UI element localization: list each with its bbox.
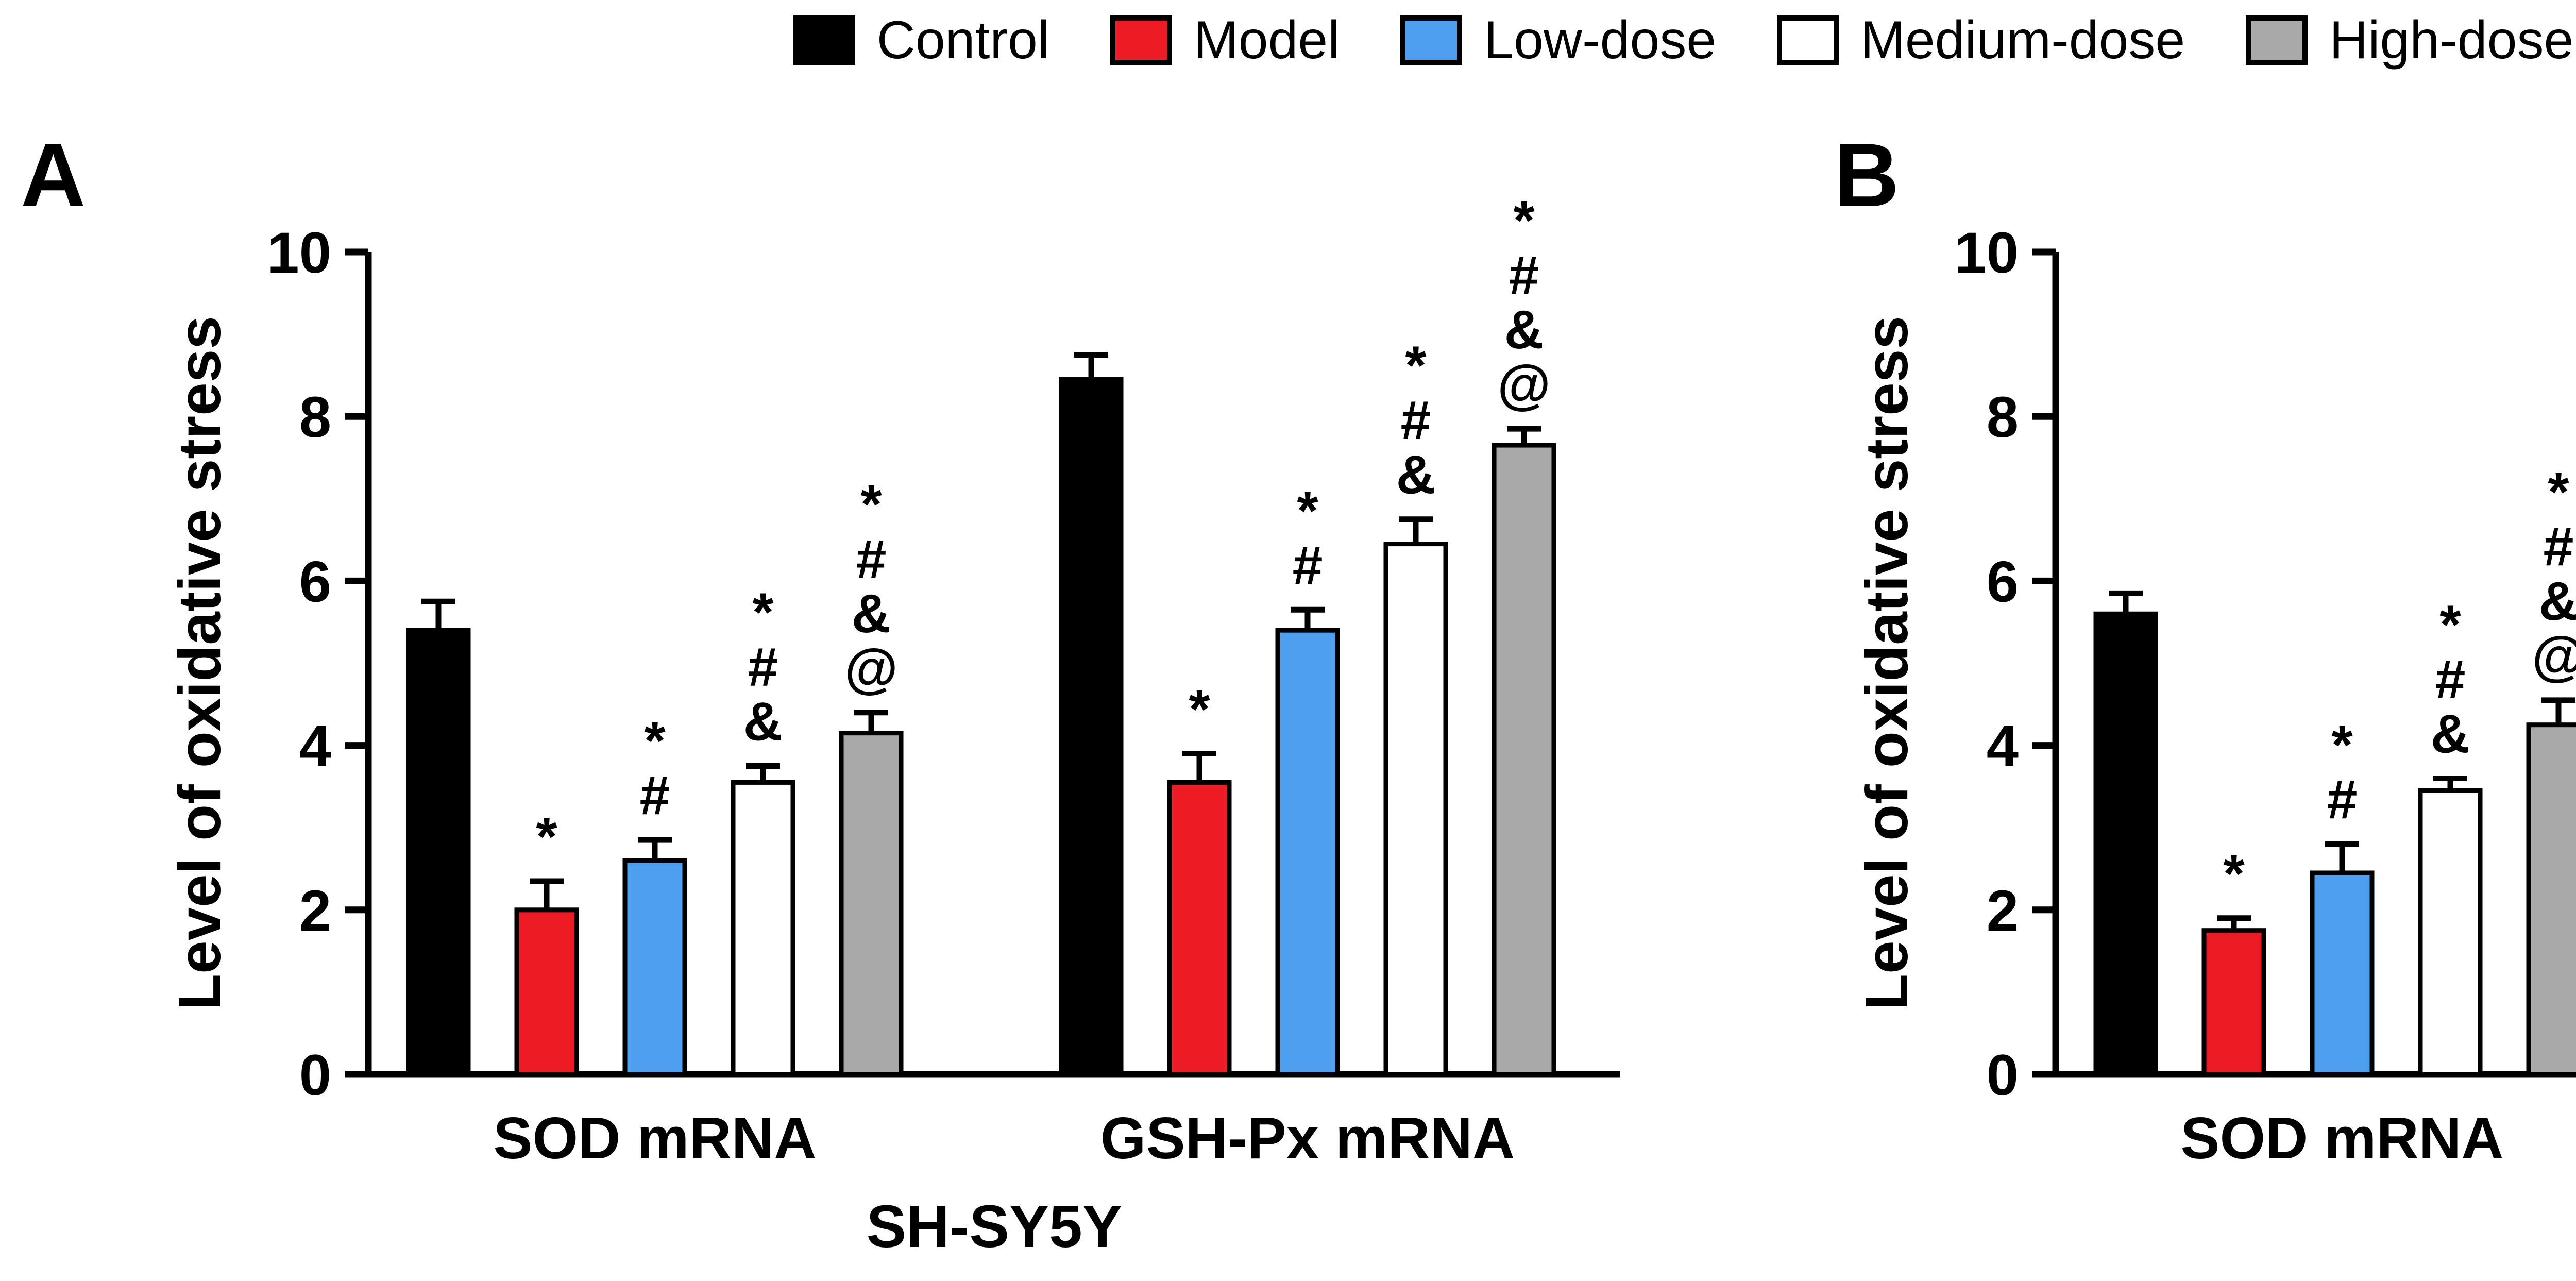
- significance-marker: &: [743, 692, 783, 752]
- y-tick-label: 8: [299, 385, 331, 449]
- significance-marker: &: [2539, 571, 2576, 632]
- bar-high-dose-0: [2526, 722, 2576, 1077]
- bar-model-0: [514, 907, 579, 1077]
- legend-label: Control: [876, 10, 1049, 70]
- y-tick-label: 0: [1987, 1043, 2019, 1107]
- significance-marker: *: [2331, 715, 2353, 776]
- significance-marker: *: [1189, 679, 1210, 740]
- y-tick-label: 4: [299, 714, 331, 779]
- legend-item-model: Model: [1110, 13, 1340, 67]
- bar-control-1: [1059, 377, 1124, 1077]
- significance-marker: @: [1497, 354, 1550, 415]
- y-tick-label: 6: [1987, 549, 2019, 614]
- y-tick-label: 10: [267, 221, 331, 285]
- legend-swatch-icon: [1400, 15, 1463, 65]
- bar-medium-dose-1: [1383, 542, 1448, 1077]
- legend-swatch-icon: [1110, 15, 1172, 65]
- bar-low-dose-1: [1275, 628, 1340, 1077]
- significance-marker: *: [2439, 594, 2461, 655]
- y-axis-title: Level of oxidative stress: [1853, 316, 1920, 1010]
- significance-marker: &: [2431, 703, 2470, 764]
- legend-item-low-dose: Low-dose: [1400, 13, 1716, 67]
- y-tick-label: 2: [299, 879, 331, 943]
- significance-marker: &: [852, 583, 891, 644]
- bar-model-0: [2201, 928, 2266, 1077]
- significance-marker: *: [1513, 190, 1535, 251]
- y-tick-label: 10: [1954, 221, 2019, 285]
- bar-medium-dose-0: [731, 780, 795, 1077]
- significance-marker: *: [752, 582, 774, 643]
- significance-marker: *: [536, 806, 557, 867]
- legend: Control Model Low-dose Medium-dose High-dose: [0, 13, 2576, 67]
- category-label: SOD mRNA: [2180, 1106, 2503, 1171]
- y-axis-title: Level of oxidative stress: [166, 316, 233, 1010]
- legend-swatch-icon: [1777, 15, 1839, 65]
- category-label: GSH-Px mRNA: [1100, 1106, 1515, 1171]
- significance-marker: *: [860, 474, 882, 535]
- bar-high-dose-1: [1492, 443, 1556, 1077]
- significance-marker: *: [2548, 462, 2569, 522]
- legend-swatch-icon: [2246, 15, 2308, 65]
- bar-model-1: [1167, 780, 1232, 1077]
- legend-item-control: Control: [793, 13, 1049, 67]
- bar-control-0: [406, 628, 471, 1077]
- y-tick-label: 6: [299, 549, 331, 614]
- significance-marker: #: [2435, 649, 2466, 710]
- legend-label: Low-dose: [1484, 10, 1717, 70]
- significance-marker: &: [1396, 445, 1436, 505]
- significance-marker: #: [1401, 390, 1431, 451]
- significance-marker: #: [748, 637, 778, 698]
- significance-marker: #: [1509, 245, 1539, 306]
- significance-marker: *: [1405, 335, 1427, 396]
- significance-marker: #: [640, 765, 670, 826]
- significance-marker: #: [856, 529, 887, 589]
- significance-marker: *: [1297, 480, 1318, 541]
- significance-marker: #: [2327, 769, 2358, 830]
- bar-low-dose-0: [2310, 870, 2375, 1077]
- panel-label: B: [1834, 125, 1899, 226]
- category-label: SOD mRNA: [493, 1106, 816, 1171]
- legend-label: High-dose: [2329, 10, 2574, 70]
- bar-high-dose-0: [839, 731, 904, 1077]
- legend-swatch-icon: [793, 15, 855, 65]
- significance-marker: #: [2544, 516, 2574, 577]
- significance-marker: *: [2223, 844, 2245, 904]
- legend-label: Medium-dose: [1860, 10, 2185, 70]
- y-tick-label: 2: [1987, 879, 2019, 943]
- significance-marker: @: [844, 638, 897, 699]
- bar-low-dose-0: [622, 858, 687, 1077]
- legend-label: Model: [1193, 10, 1340, 70]
- bar-medium-dose-0: [2418, 788, 2483, 1077]
- significance-marker: *: [644, 711, 666, 771]
- significance-marker: &: [1504, 299, 1544, 360]
- panel-title: SH-SY5Y: [867, 1193, 1122, 1260]
- bar-control-0: [2093, 611, 2158, 1077]
- legend-item-medium-dose: Medium-dose: [1777, 13, 2185, 67]
- legend-item-high-dose: High-dose: [2246, 13, 2573, 67]
- significance-marker: @: [2532, 626, 2576, 686]
- y-tick-label: 0: [299, 1043, 331, 1107]
- y-tick-label: 4: [1987, 714, 2019, 779]
- y-tick-label: 8: [1987, 385, 2019, 449]
- panel-label: A: [21, 125, 86, 226]
- significance-marker: #: [1293, 535, 1323, 596]
